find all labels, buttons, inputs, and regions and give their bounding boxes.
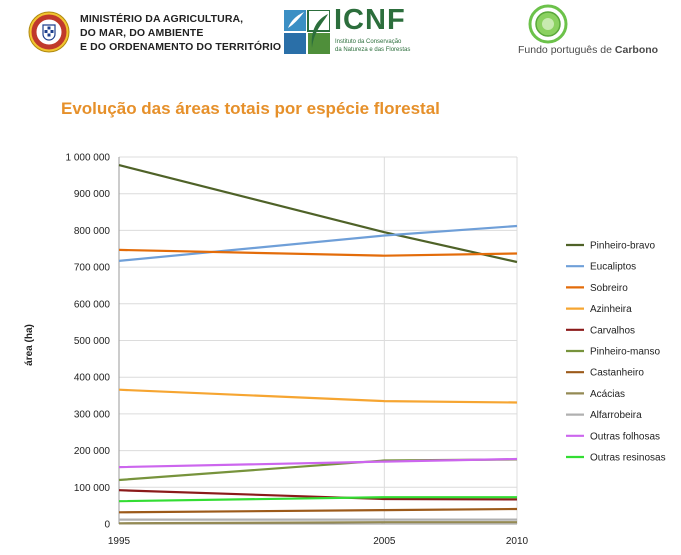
icnf-subtitle-line-1: Instituto da Conservação <box>335 39 402 45</box>
portugal-coat-of-arms-icon <box>28 11 70 53</box>
chart-title: Evolução das áreas totais por espécie fl… <box>61 99 440 118</box>
y-tick-label: 100 000 <box>74 483 111 494</box>
legend-label: Outras folhosas <box>590 431 660 442</box>
y-tick-label: 0 <box>104 520 110 531</box>
y-tick-label: 200 000 <box>74 446 111 457</box>
y-tick-label: 700 000 <box>74 263 111 274</box>
legend-label: Alfarrobeira <box>590 410 642 421</box>
x-tick-label: 2005 <box>373 536 396 547</box>
series-line <box>118 489 518 501</box>
series-line <box>118 388 518 404</box>
y-tick-label: 500 000 <box>74 336 111 347</box>
y-tick-label: 600 000 <box>74 299 111 310</box>
ministry-name: MINISTÉRIO DA AGRICULTURA, DO MAR, DO AM… <box>80 12 281 54</box>
fundo-carbono-name: Fundo português de Carbono <box>518 44 658 56</box>
x-tick-label: 2010 <box>506 536 529 547</box>
legend-label: Sobreiro <box>590 283 628 294</box>
legend-label: Pinheiro-manso <box>590 347 660 358</box>
y-tick-label: 1 000 000 <box>66 153 111 164</box>
y-tick-label: 400 000 <box>74 373 111 384</box>
legend-label: Carvalhos <box>590 325 635 336</box>
series-line <box>118 224 518 262</box>
series-line <box>118 164 518 264</box>
axis-layer: 0 100 000 200 000 300 000 400 000 500 000 600 … <box>66 153 529 548</box>
x-tick-label: 1995 <box>108 536 131 547</box>
icnf-leaf-logo-icon <box>284 10 330 54</box>
legend-label: Outras resinosas <box>590 453 666 464</box>
icnf-name: ICNF <box>334 4 406 36</box>
series-line <box>118 521 517 525</box>
series-line <box>118 496 517 503</box>
icnf-subtitle: Instituto da Conservação da Natureza e d… <box>335 38 410 54</box>
legend: Pinheiro-bravo Eucaliptos Sobreiro Azinheir… <box>566 241 666 464</box>
series-layer <box>118 164 518 525</box>
ministry-line-2: DO MAR, DO AMBIENTE <box>80 27 204 39</box>
legend-label: Acácias <box>590 389 625 400</box>
series-line <box>118 457 518 469</box>
legend-label: Pinheiro-bravo <box>590 241 655 252</box>
y-axis-label: área (ha) <box>24 324 35 366</box>
fpc-text-prefix: Fundo português de <box>518 44 615 56</box>
y-tick-label: 300 000 <box>74 409 111 420</box>
series-line <box>118 248 518 257</box>
header: MINISTÉRIO DA AGRICULTURA, DO MAR, DO AM… <box>0 0 681 70</box>
y-tick-label: 800 000 <box>74 226 111 237</box>
ministry-line-3: E DO ORDENAMENTO DO TERRITÓRIO <box>80 41 282 53</box>
ministry-line-1: MINISTÉRIO DA AGRICULTURA, <box>80 13 244 25</box>
series-line <box>118 507 518 514</box>
legend-label: Castanheiro <box>590 368 644 379</box>
fpc-text-bold: Carbono <box>614 44 659 56</box>
y-tick-label: 900 000 <box>74 189 111 200</box>
grid-layer <box>118 156 518 524</box>
icnf-subtitle-line-2: da Natureza e das Florestas <box>335 47 411 53</box>
legend-label: Eucaliptos <box>590 262 636 273</box>
legend-label: Azinheira <box>590 304 632 315</box>
fundo-carbono-logo-icon <box>528 4 568 44</box>
